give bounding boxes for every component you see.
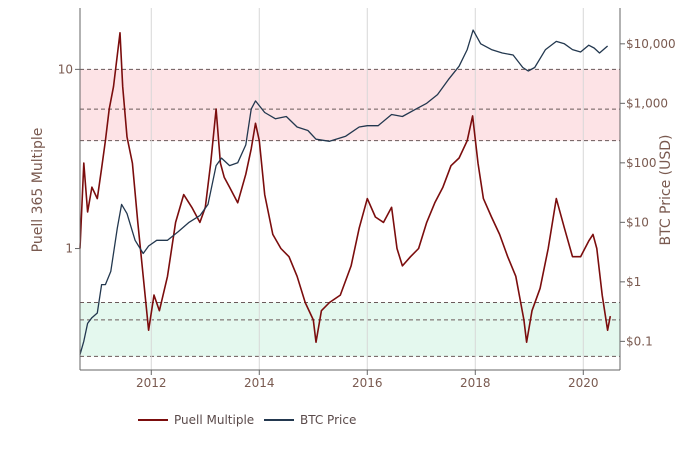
tick-labels: 2012 2014 2016 2018 2020 1 10 $0.1 $1 $10 $100 $1,0… — [58, 37, 676, 390]
legend-label-puell: Puell Multiple — [174, 413, 255, 427]
y-right-tick-label-0: $0.1 — [626, 334, 653, 348]
y-left-tick-label-10: 10 — [58, 62, 73, 76]
series-line-puell — [79, 31, 612, 344]
series-line-btc — [79, 29, 609, 355]
x-tick-label-2018: 2018 — [460, 376, 491, 390]
legend-label-btc: BTC Price — [300, 413, 357, 427]
legend-item-puell[interactable]: Puell Multiple — [138, 410, 254, 430]
gridlines — [150, 8, 584, 370]
upper-band — [80, 69, 620, 141]
lower-band — [80, 302, 620, 357]
y-right-tick-label-5: $10,000 — [626, 37, 676, 51]
x-tick-label-2012: 2012 — [136, 376, 167, 390]
x-tick-label-2014: 2014 — [244, 376, 275, 390]
legend-item-btc[interactable]: BTC Price — [264, 410, 356, 430]
zone-bands — [80, 68, 620, 357]
y-left-tick-label-1: 1 — [65, 242, 73, 256]
y-right-tick-label-3: $100 — [626, 156, 657, 170]
y-right-axis-title: BTC Price (USD) — [658, 134, 674, 245]
x-tick-label-2016: 2016 — [352, 376, 383, 390]
y-right-tick-label-1: $1 — [626, 275, 641, 289]
y-right-tick-label-4: $1,000 — [626, 96, 668, 110]
series-lines — [79, 29, 612, 355]
y-left-axis-title: Puell 365 Multiple — [30, 128, 46, 253]
legend-swatch-btc — [264, 419, 294, 421]
axes — [75, 8, 625, 375]
y-right-tick-label-2: $10 — [626, 215, 649, 229]
x-tick-label-2020: 2020 — [568, 376, 599, 390]
legend: Puell Multiple BTC Price — [0, 410, 700, 434]
legend-swatch-puell — [138, 419, 168, 421]
